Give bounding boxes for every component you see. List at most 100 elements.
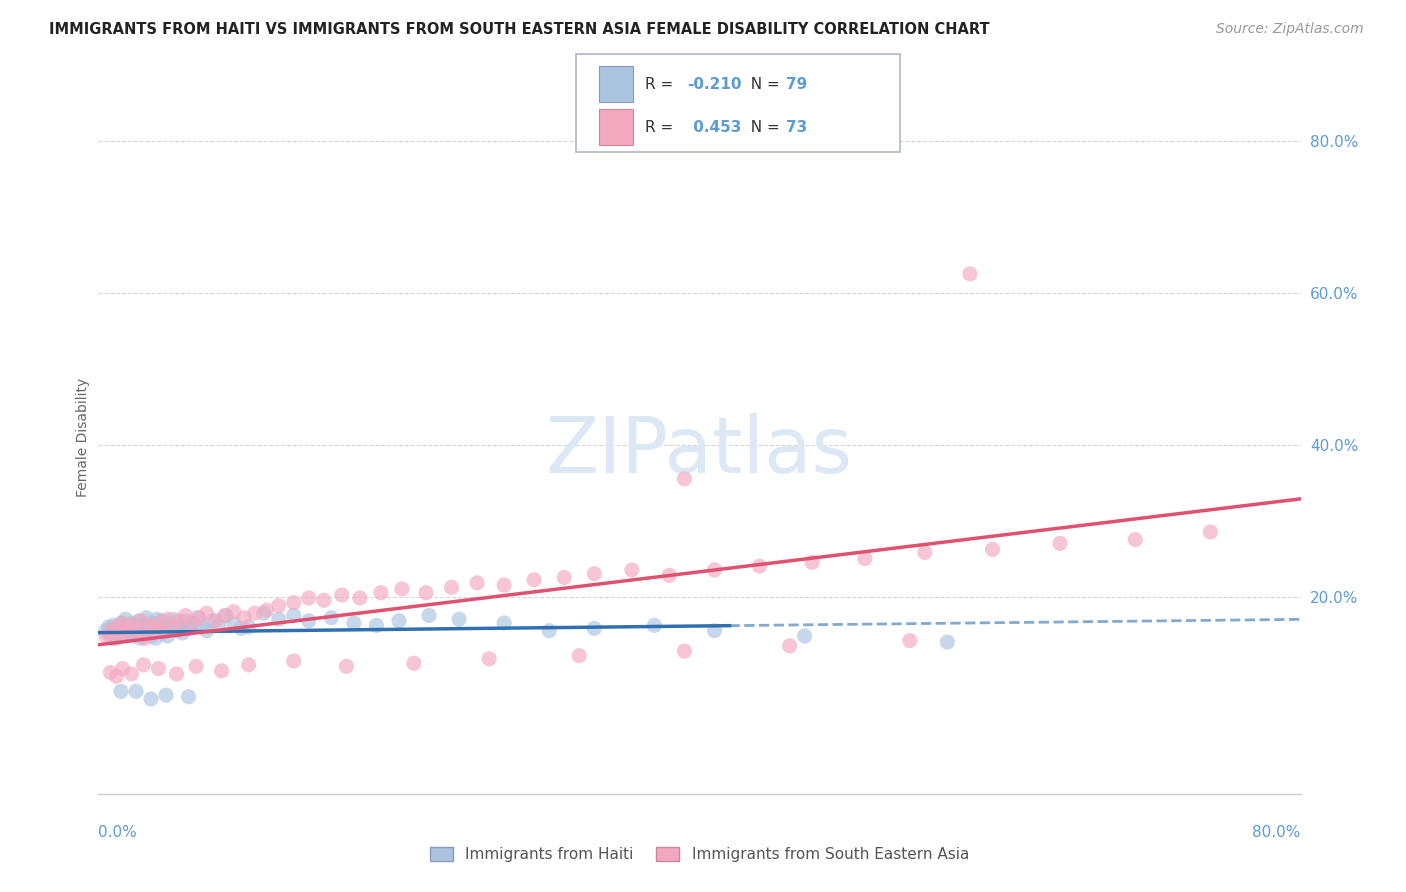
Point (238, 620, 260, 634)
Point (114, 629, 136, 643)
Point (132, 627, 155, 641)
Point (233, 611, 256, 625)
Point (155, 688, 177, 702)
Point (181, 616, 204, 631)
Point (94, 624, 117, 638)
Point (583, 566, 606, 581)
Point (117, 624, 139, 638)
Point (267, 612, 290, 626)
Point (335, 659, 357, 673)
Point (94, 629, 117, 643)
Point (129, 614, 152, 628)
Point (370, 585, 392, 599)
Point (779, 639, 801, 653)
Text: ZIPatlas: ZIPatlas (546, 413, 853, 490)
Point (267, 599, 290, 613)
Point (134, 632, 156, 646)
Point (135, 611, 157, 625)
Point (191, 620, 214, 634)
Point (121, 667, 143, 681)
Point (148, 624, 170, 638)
Point (111, 616, 134, 631)
Point (108, 621, 131, 635)
Point (105, 669, 128, 683)
Point (105, 632, 128, 646)
Point (415, 585, 437, 599)
Point (256, 603, 278, 617)
Point (523, 573, 546, 587)
Point (195, 606, 218, 620)
Point (124, 629, 146, 643)
Point (673, 644, 696, 658)
Point (162, 618, 184, 632)
Point (366, 618, 388, 632)
Point (643, 618, 665, 632)
Point (115, 620, 138, 634)
Point (125, 618, 148, 632)
Point (174, 608, 197, 623)
Point (253, 606, 276, 620)
Point (111, 662, 134, 676)
Point (801, 555, 824, 569)
Point (121, 618, 143, 632)
Point (177, 621, 200, 635)
Point (108, 626, 131, 640)
Point (211, 664, 233, 678)
Point (100, 624, 122, 638)
Point (214, 608, 236, 623)
Text: IMMIGRANTS FROM HAITI VS IMMIGRANTS FROM SOUTH EASTERN ASIA FEMALE DISABILITY CO: IMMIGRANTS FROM HAITI VS IMMIGRANTS FROM… (49, 22, 990, 37)
Point (128, 614, 150, 628)
Point (447, 612, 470, 626)
Point (138, 616, 160, 631)
Text: 0.453: 0.453 (688, 120, 741, 135)
Point (201, 614, 224, 628)
Point (143, 621, 166, 635)
Point (169, 614, 191, 628)
Point (145, 632, 167, 646)
Point (321, 611, 343, 625)
Point (243, 606, 266, 620)
Point (793, 629, 815, 643)
Point (283, 654, 305, 668)
Point (853, 551, 876, 566)
Point (132, 657, 155, 672)
Point (125, 624, 148, 638)
Point (568, 648, 591, 663)
Point (100, 665, 122, 680)
Point (112, 629, 135, 643)
Point (388, 614, 411, 628)
Point (283, 608, 305, 623)
Point (180, 616, 202, 631)
Point (208, 618, 231, 632)
Point (159, 618, 181, 632)
Point (215, 608, 238, 623)
Point (153, 621, 176, 635)
Point (936, 635, 959, 649)
Point (134, 620, 156, 634)
Point (172, 626, 194, 640)
Point (155, 616, 177, 631)
Point (117, 621, 139, 635)
Point (129, 632, 152, 646)
Point (121, 616, 143, 631)
Point (402, 657, 425, 671)
Point (553, 570, 575, 584)
Point (110, 684, 132, 698)
Point (538, 624, 561, 638)
Point (703, 563, 725, 577)
Point (298, 614, 321, 628)
Point (330, 588, 353, 602)
Point (238, 657, 260, 672)
Point (177, 690, 200, 704)
Point (118, 627, 141, 641)
Point (298, 591, 321, 605)
Point (1123, 533, 1146, 547)
Text: R =: R = (645, 120, 679, 135)
Point (169, 620, 191, 634)
Text: R =: R = (645, 78, 679, 92)
Point (583, 621, 606, 635)
Text: 0.0%: 0.0% (98, 825, 138, 840)
Point (148, 662, 170, 676)
Point (673, 472, 696, 486)
Point (127, 624, 149, 638)
